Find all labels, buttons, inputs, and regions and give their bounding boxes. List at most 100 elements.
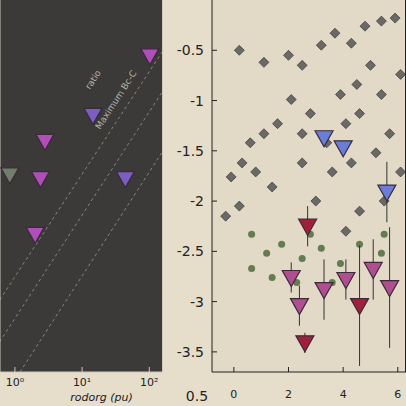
point [355, 206, 365, 216]
point [318, 245, 325, 252]
point [341, 226, 351, 236]
x-tick-label: 10⁰ [6, 376, 25, 389]
y-tick-label: -2.5 [177, 243, 204, 259]
point [116, 172, 134, 188]
point [371, 148, 381, 158]
point [365, 60, 375, 70]
y-tick [212, 150, 217, 151]
point [351, 299, 369, 315]
point [245, 138, 255, 148]
x-tick [14, 367, 15, 372]
point [376, 90, 386, 100]
point [299, 255, 306, 262]
point [352, 79, 362, 89]
y-tick [212, 100, 217, 101]
point [282, 270, 300, 286]
point [316, 40, 326, 50]
point [259, 129, 269, 139]
point [290, 299, 308, 315]
point [327, 167, 337, 177]
point [378, 185, 396, 201]
plot-background [0, 0, 163, 372]
point [36, 134, 54, 150]
point [381, 281, 399, 297]
annotation: Maximum Bc-C [93, 69, 138, 131]
point [141, 49, 159, 65]
point [334, 141, 352, 157]
point [335, 90, 345, 100]
point [267, 182, 277, 192]
x-tick-label: 10² [140, 376, 158, 389]
right-axis-line [162, 0, 163, 372]
point [311, 196, 321, 206]
y-axis-line [0, 0, 1, 372]
right-axis-line [405, 0, 406, 372]
guide-line [0, 40, 163, 330]
point [315, 131, 333, 147]
figure: 10⁰10¹10²rodorg (pu)ratioMaximum Bc-C024… [0, 0, 406, 406]
x-tick [397, 367, 398, 372]
x-tick-label: 4 [340, 388, 347, 401]
x-tick-label: 6 [394, 388, 401, 401]
point [305, 109, 315, 119]
point [330, 28, 340, 38]
point [263, 250, 270, 257]
point [248, 265, 255, 272]
point [284, 50, 294, 60]
point [296, 336, 314, 352]
x-tick-label: 2 [285, 388, 292, 401]
point [385, 129, 395, 139]
y-tick-label: -0.5 [177, 42, 204, 58]
point [346, 158, 356, 168]
x-axis-line [0, 372, 163, 373]
point [221, 211, 231, 221]
point [337, 260, 344, 267]
y-tick-label: -3.5 [177, 344, 204, 360]
y-tick [212, 351, 217, 352]
x-tick [149, 367, 150, 372]
y-tick [212, 50, 217, 51]
point [269, 274, 276, 281]
x-axis-line [212, 372, 406, 373]
guide-line [20, 140, 163, 372]
point [315, 283, 333, 299]
point [26, 227, 44, 243]
marks [221, 13, 406, 366]
x-tick [82, 367, 83, 372]
point [396, 69, 406, 79]
point [286, 95, 296, 105]
guide-lines [0, 40, 163, 372]
point [234, 45, 244, 55]
y-tick-label: -2 [190, 193, 204, 209]
point [273, 119, 283, 129]
x-axis-label: rodorg (pu) [70, 391, 133, 404]
point [297, 60, 307, 70]
point [234, 201, 244, 211]
point [251, 167, 261, 177]
point [297, 158, 307, 168]
y-tick-label: -3 [190, 294, 204, 310]
plot-background [212, 0, 406, 372]
page-background [0, 0, 406, 406]
point [346, 38, 356, 48]
y-tick-label: -1.5 [177, 143, 204, 159]
point [360, 21, 370, 31]
point [341, 119, 351, 129]
point [226, 172, 236, 182]
x-tick-label: 10¹ [73, 376, 91, 389]
y-tick [212, 301, 217, 302]
y-tick [212, 201, 217, 202]
point [376, 16, 386, 26]
point [259, 57, 269, 67]
point [396, 167, 406, 177]
point [248, 231, 255, 238]
point [381, 231, 388, 238]
annotation: 0.5 [186, 388, 208, 404]
point [237, 158, 247, 168]
y-tick [212, 251, 217, 252]
point [1, 168, 19, 184]
y-tick-label: -1 [190, 93, 204, 109]
point [378, 250, 385, 257]
point [337, 273, 355, 289]
point [299, 219, 317, 235]
